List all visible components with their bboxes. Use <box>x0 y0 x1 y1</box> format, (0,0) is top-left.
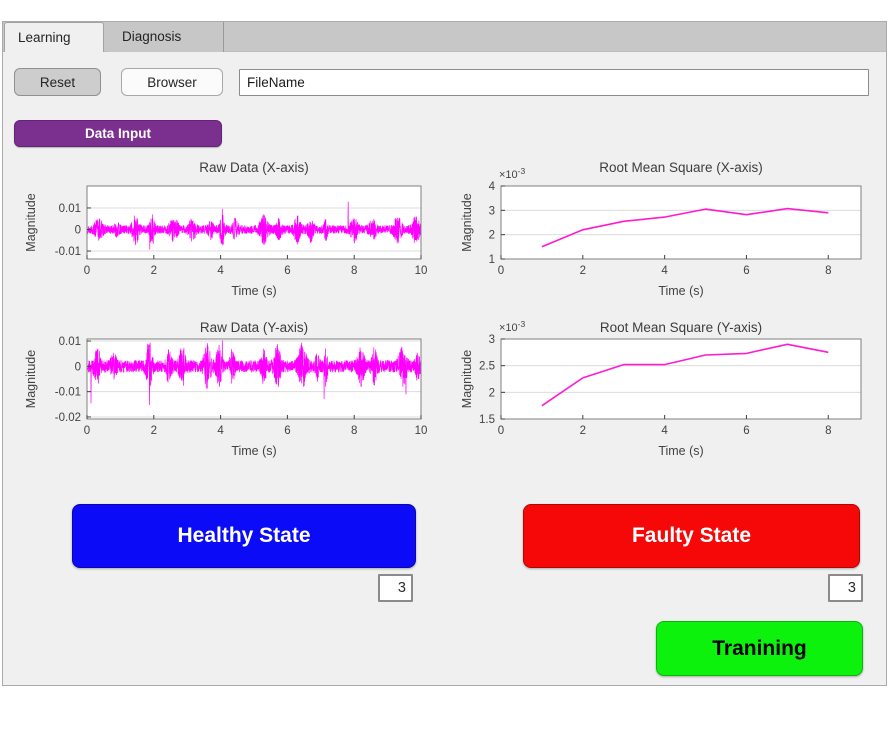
svg-text:2: 2 <box>151 425 157 437</box>
svg-text:3: 3 <box>489 334 495 346</box>
svg-text:6: 6 <box>284 425 290 437</box>
svg-text:2: 2 <box>489 230 495 242</box>
svg-text:10: 10 <box>415 425 428 437</box>
svg-text:-0.01: -0.01 <box>55 246 81 258</box>
svg-text:Magnitude: Magnitude <box>24 193 38 251</box>
svg-text:4: 4 <box>661 265 668 277</box>
svg-text:Root Mean Square (Y-axis): Root Mean Square (Y-axis) <box>600 320 762 335</box>
svg-text:0: 0 <box>75 224 81 236</box>
svg-text:Time (s): Time (s) <box>231 444 276 458</box>
svg-text:2: 2 <box>580 425 586 437</box>
reset-button[interactable]: Reset <box>14 68 101 96</box>
svg-text:-0.01: -0.01 <box>55 387 81 399</box>
raw-data-x-chart: 0 2 4 6 8 10 -0.01 0 0.01 Raw Data (X-axis) Time (… <box>19 156 445 308</box>
svg-text:4: 4 <box>661 425 668 437</box>
svg-text:Raw Data (Y-axis): Raw Data (Y-axis) <box>200 320 308 335</box>
svg-text:2.5: 2.5 <box>479 361 495 373</box>
svg-text:-0.02: -0.02 <box>55 412 81 424</box>
svg-text:2: 2 <box>151 265 157 277</box>
svg-text:×10-3: ×10-3 <box>499 166 526 181</box>
svg-text:Magnitude: Magnitude <box>460 193 474 251</box>
raw-data-y-chart: 0 2 4 6 8 10 -0.02 -0.01 0 0.01 Raw Data (Y-axis) T… <box>19 313 445 473</box>
svg-text:8: 8 <box>351 265 357 277</box>
svg-text:Time (s): Time (s) <box>658 444 703 458</box>
svg-text:4: 4 <box>489 181 496 193</box>
healthy-state-button[interactable]: Healthy State <box>72 504 416 568</box>
svg-text:1.5: 1.5 <box>479 414 495 426</box>
training-button[interactable]: Tranining <box>656 621 863 676</box>
healthy-count-field[interactable] <box>378 574 413 602</box>
svg-text:8: 8 <box>825 425 831 437</box>
svg-text:8: 8 <box>825 265 831 277</box>
svg-text:0.01: 0.01 <box>59 203 81 215</box>
tab-bar: Learning Diagnosis <box>3 22 886 52</box>
svg-text:0: 0 <box>498 425 504 437</box>
svg-text:Raw Data (X-axis): Raw Data (X-axis) <box>199 160 309 175</box>
learning-tab-panel: Learning Diagnosis Reset Browser Data In… <box>2 21 887 686</box>
svg-text:1: 1 <box>489 254 495 266</box>
faulty-count-field[interactable] <box>828 574 863 602</box>
svg-text:3: 3 <box>489 205 495 217</box>
svg-text:2: 2 <box>580 265 586 277</box>
tab-diagnosis[interactable]: Diagnosis <box>108 22 224 52</box>
rms-y-chart: 0 2 4 6 8 1.5 2 2.5 3 Root Mean Square (Y-axis) Ti… <box>451 313 888 473</box>
svg-text:×10-3: ×10-3 <box>499 319 526 334</box>
svg-text:2: 2 <box>489 387 495 399</box>
svg-text:Time (s): Time (s) <box>231 284 276 298</box>
svg-text:0: 0 <box>84 265 90 277</box>
svg-text:0: 0 <box>75 361 81 373</box>
svg-text:6: 6 <box>284 265 290 277</box>
svg-text:4: 4 <box>217 425 224 437</box>
svg-text:0: 0 <box>498 265 504 277</box>
svg-text:6: 6 <box>743 425 749 437</box>
filename-input[interactable] <box>239 69 869 96</box>
rms-x-chart: 0 2 4 6 8 1 2 3 4 Root Mean Square (X-axis) Time (… <box>451 156 888 308</box>
browser-button[interactable]: Browser <box>121 68 223 96</box>
svg-text:10: 10 <box>415 265 428 277</box>
svg-text:8: 8 <box>351 425 357 437</box>
svg-text:6: 6 <box>743 265 749 277</box>
svg-text:Magnitude: Magnitude <box>24 350 38 408</box>
svg-text:Time (s): Time (s) <box>658 284 703 298</box>
data-input-button[interactable]: Data Input <box>14 120 222 147</box>
svg-text:0.01: 0.01 <box>59 336 81 348</box>
svg-text:0: 0 <box>84 425 90 437</box>
svg-text:4: 4 <box>217 265 224 277</box>
faulty-state-button[interactable]: Faulty State <box>523 504 860 568</box>
tab-learning[interactable]: Learning <box>4 22 104 52</box>
svg-text:Root Mean Square (X-axis): Root Mean Square (X-axis) <box>599 160 763 175</box>
svg-text:Magnitude: Magnitude <box>460 350 474 408</box>
